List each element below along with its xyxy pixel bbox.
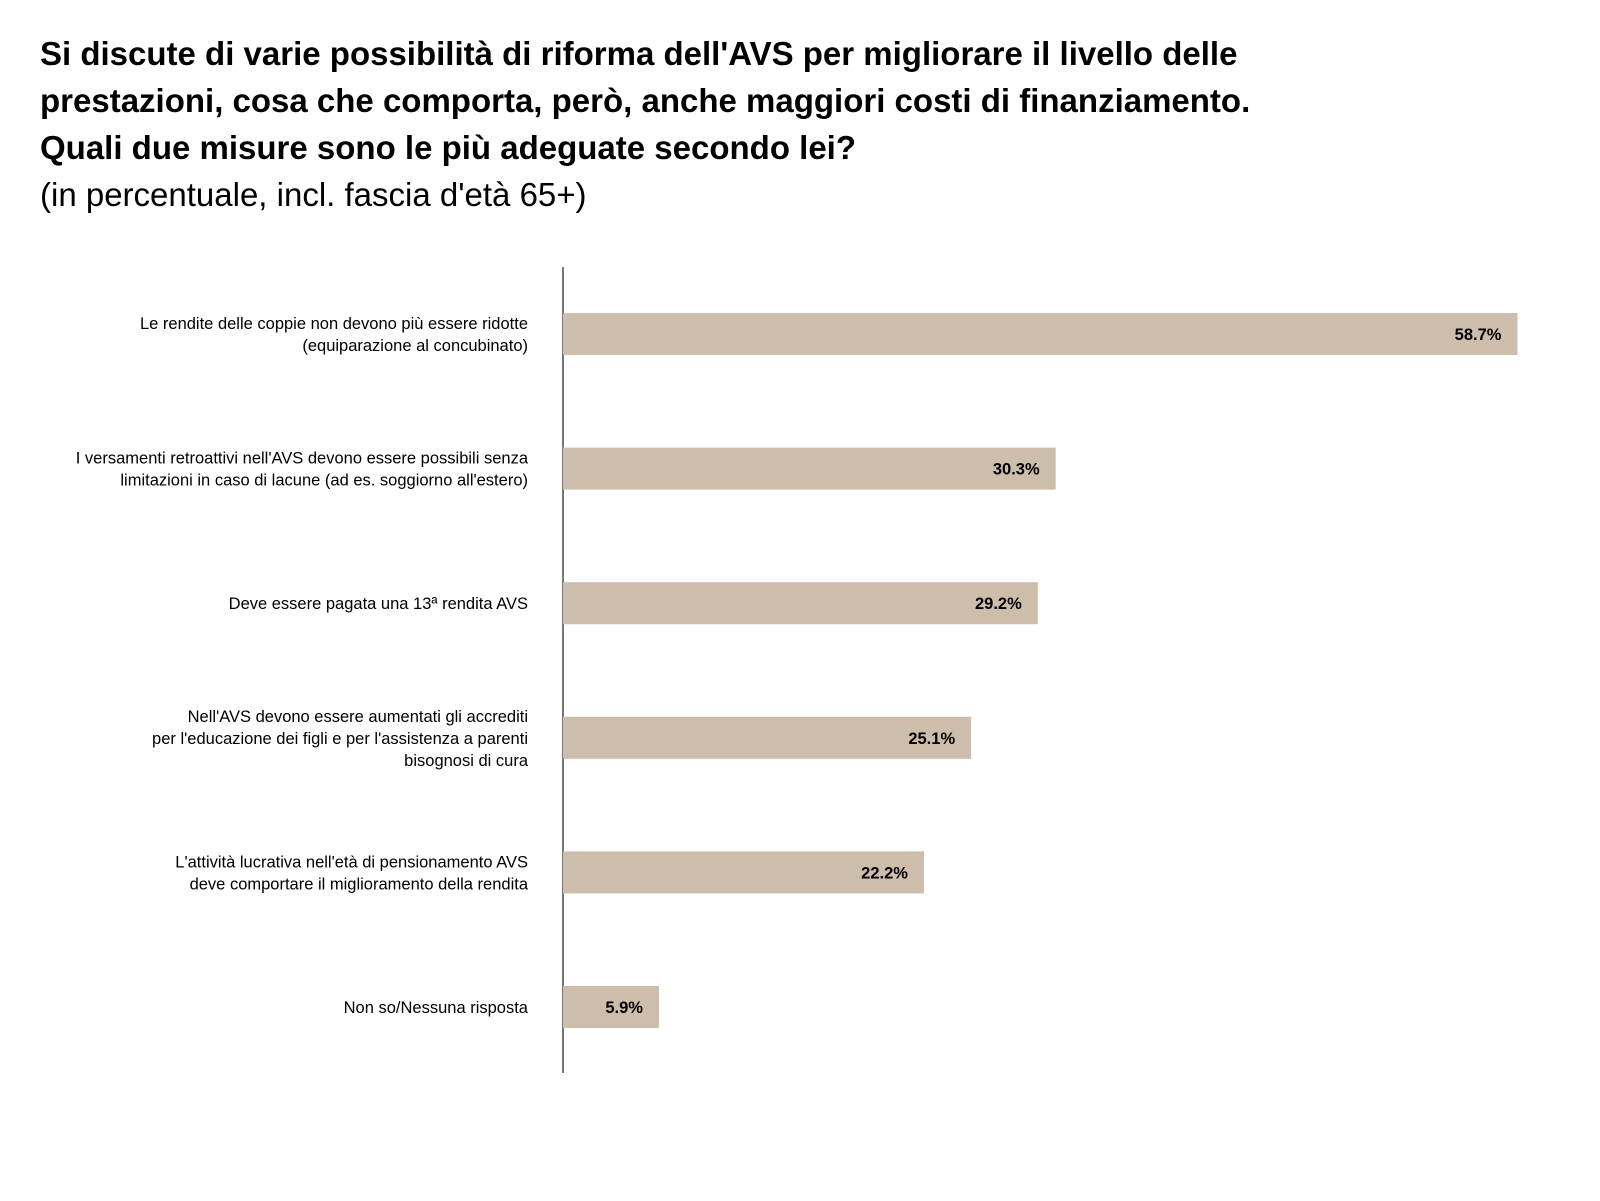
data-label-2: 30.3%	[993, 461, 1040, 479]
chart-title-line-2: prestazioni, cosa che comporta, però, an…	[40, 82, 1251, 119]
data-label-4: 25.1%	[908, 730, 955, 748]
bar-3	[563, 582, 1038, 625]
data-label-6: 5.9%	[605, 999, 643, 1017]
bar-6	[563, 986, 659, 1028]
category-label-1-line-1: Le rendite delle coppie non devono più e…	[140, 315, 528, 333]
category-label-2-line-1: I versamenti retroattivi nell'AVS devono…	[76, 450, 529, 468]
category-label-4-line-3: bisognosi di cura	[404, 752, 529, 770]
bar-1	[563, 313, 1518, 355]
bar-4	[563, 716, 972, 759]
bar-5	[563, 851, 924, 894]
category-label-1-line-2: (equiparazione al concubinato)	[302, 337, 528, 355]
chart-title-line-1: Si discute di varie possibilità di rifor…	[40, 35, 1238, 72]
chart-subtitle: (in percentuale, incl. fascia d'età 65+)	[40, 176, 587, 213]
chart-title-line-3: Quali due misure sono le più adeguate se…	[40, 129, 856, 166]
data-label-3: 29.2%	[975, 595, 1022, 613]
category-label-3-line-1: Deve essere pagata una 13ª rendita AVS	[229, 595, 528, 613]
category-label-5-line-2: deve comportare il miglioramento della r…	[190, 875, 529, 893]
category-label-6-line-1: Non so/Nessuna risposta	[344, 999, 529, 1017]
bar-2	[563, 447, 1056, 490]
category-label-2-line-2: limitazioni in caso di lacune (ad es. so…	[120, 472, 528, 490]
category-label-4-line-1: Nell'AVS devono essere aumentati gli acc…	[188, 708, 528, 726]
chart-title-block: Si discute di varie possibilità di rifor…	[40, 30, 1520, 218]
data-label-5: 22.2%	[861, 864, 908, 882]
category-label-5-line-1: L'attività lucrativa nell'età di pension…	[175, 853, 528, 871]
data-label-1: 58.7%	[1455, 326, 1502, 344]
category-label-4-line-2: per l'educazione dei figli e per l'assis…	[152, 730, 528, 748]
